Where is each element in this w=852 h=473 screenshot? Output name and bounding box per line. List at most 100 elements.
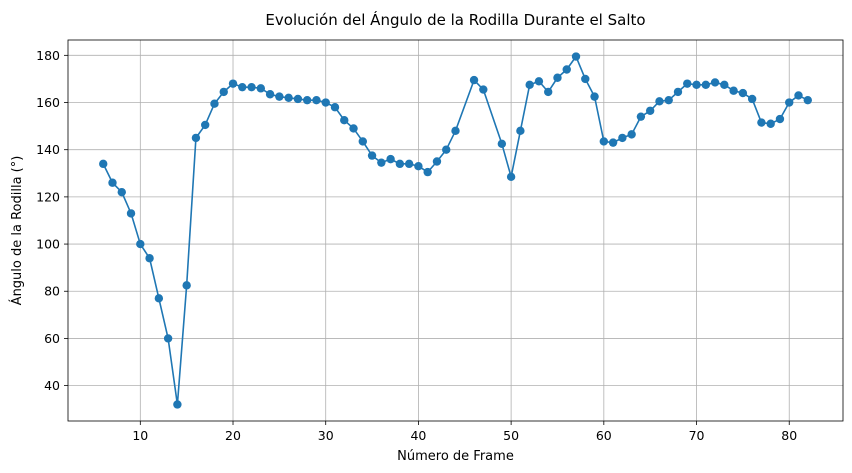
data-point	[265, 90, 275, 99]
data-point	[228, 79, 238, 88]
data-point	[720, 80, 729, 90]
x-tick-label: 10	[132, 428, 148, 443]
data-point	[442, 145, 451, 154]
data-point	[785, 98, 794, 107]
data-point	[794, 91, 803, 100]
data-point	[673, 87, 683, 97]
x-axis: 10 20 30 40 50 60 70 80	[132, 421, 797, 443]
data-point	[219, 87, 228, 97]
data-point	[692, 80, 701, 90]
data-point	[284, 93, 293, 102]
data-point	[497, 139, 507, 149]
y-tick-label: 80	[44, 284, 60, 299]
data-point	[432, 157, 442, 166]
data-point	[238, 82, 247, 92]
data-point	[710, 78, 720, 87]
x-tick-label: 70	[689, 428, 705, 443]
data-point	[99, 159, 108, 169]
grid	[68, 40, 843, 421]
y-axis: 40 60 80 100 120 140 160 180	[36, 48, 68, 393]
series-line-group	[99, 52, 812, 409]
data-point	[655, 97, 664, 106]
y-tick-label: 100	[36, 237, 60, 252]
data-point	[330, 103, 340, 112]
data-point	[618, 133, 627, 143]
data-point	[256, 84, 266, 93]
data-point	[571, 52, 581, 61]
y-tick-label: 60	[44, 331, 60, 346]
data-point	[627, 130, 636, 139]
data-point	[395, 159, 405, 169]
data-point	[766, 119, 775, 128]
data-point	[506, 172, 516, 182]
y-tick-label: 40	[44, 378, 60, 393]
data-point	[414, 162, 423, 171]
data-point	[349, 124, 358, 133]
x-tick-label: 30	[318, 428, 334, 443]
data-point	[210, 99, 219, 108]
data-point	[154, 294, 164, 303]
data-point	[590, 92, 599, 101]
data-point	[293, 94, 303, 104]
data-point	[729, 86, 738, 95]
data-point	[191, 133, 201, 143]
y-axis-title: Ángulo de la Rodilla (°)	[9, 156, 25, 306]
data-point	[423, 167, 432, 177]
data-point	[775, 114, 785, 124]
data-point	[247, 82, 256, 92]
data-point	[201, 120, 210, 130]
data-point	[544, 87, 553, 97]
data-point	[136, 239, 145, 249]
data-point	[163, 334, 173, 343]
data-point	[404, 159, 414, 169]
data-point	[377, 158, 386, 167]
data-point	[701, 80, 710, 90]
x-axis-title: Número de Frame	[397, 449, 514, 464]
data-point	[803, 95, 812, 105]
data-point	[451, 126, 460, 136]
chart-title: Evolución del Ángulo de la Rodilla Duran…	[265, 10, 645, 29]
y-tick-label: 140	[36, 142, 60, 157]
data-point	[275, 92, 284, 101]
data-point	[534, 77, 544, 86]
plot-frame	[67, 39, 844, 422]
data-point	[173, 400, 182, 409]
x-tick-label: 40	[410, 428, 426, 443]
x-tick-label: 80	[781, 428, 797, 443]
data-point	[386, 154, 395, 164]
data-point	[145, 254, 154, 263]
x-tick-label: 60	[596, 428, 612, 443]
data-point	[599, 137, 609, 146]
data-point	[312, 95, 321, 105]
data-point	[367, 151, 377, 160]
data-point	[757, 118, 766, 127]
data-point	[747, 94, 757, 104]
data-point	[645, 106, 655, 115]
data-point	[108, 178, 117, 187]
data-point	[608, 138, 618, 147]
data-point	[562, 65, 571, 74]
x-tick-label: 20	[225, 428, 241, 443]
data-point	[516, 126, 525, 136]
data-point	[340, 116, 349, 125]
data-point	[683, 79, 692, 88]
x-tick-label: 50	[503, 428, 519, 443]
y-tick-label: 160	[36, 95, 60, 110]
y-tick-label: 120	[36, 189, 60, 204]
data-point	[117, 187, 126, 197]
data-point	[469, 75, 479, 85]
data-point	[479, 85, 488, 94]
data-point	[126, 209, 136, 218]
data-point	[302, 95, 312, 105]
data-point	[358, 137, 367, 146]
data-point	[738, 88, 748, 98]
y-tick-label: 180	[36, 48, 60, 63]
data-point	[182, 281, 191, 290]
data-point	[553, 73, 562, 82]
data-point	[636, 112, 646, 121]
data-point	[525, 80, 534, 90]
data-point	[581, 74, 590, 84]
data-point	[321, 98, 330, 107]
